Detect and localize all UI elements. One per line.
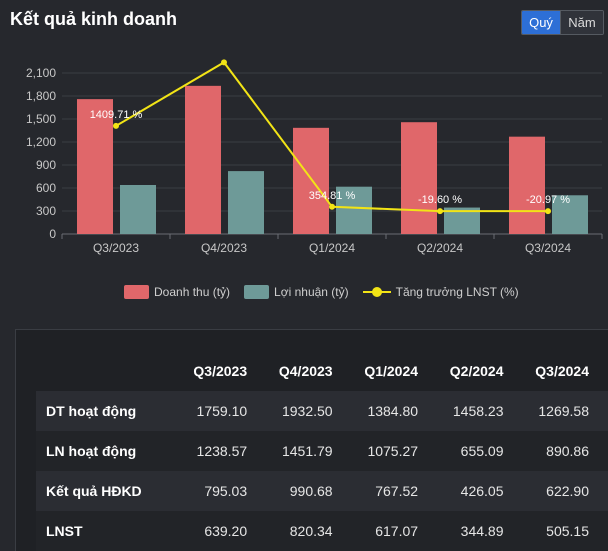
growth-data-label: -19.60 % <box>418 194 462 206</box>
growth-data-label: -20.97 % <box>526 194 570 206</box>
table-header-row: Q3/2023 Q4/2023 Q1/2024 Q2/2024 Q3/2024 <box>36 351 608 391</box>
year-toggle-button[interactable]: Năm <box>560 11 603 34</box>
business-results-chart: 0 300 600 900 1,200 1,500 1,800 2,100 Q3/2023 Q4/… <box>0 55 608 280</box>
table-cell: 1932.50 <box>267 391 352 431</box>
revenue-swatch <box>124 285 149 299</box>
table-corner <box>36 351 182 391</box>
table-cell: 617.07 <box>353 511 438 551</box>
table-row: LNST 639.20 820.34 617.07 344.89 505.15 <box>36 511 608 551</box>
legend-label-growth: Tăng trưởng LNST (%) <box>396 285 519 299</box>
table-cell: 622.90 <box>524 471 608 511</box>
table-cell: 1759.10 <box>182 391 267 431</box>
table-cell: 426.05 <box>438 471 523 511</box>
period-toggle: Quý Năm <box>521 10 604 35</box>
table-row: LN hoạt động 1238.57 1451.79 1075.27 655… <box>36 431 608 471</box>
table-cell: 1451.79 <box>267 431 352 471</box>
legend-label-profit: Lợi nhuận (tỷ) <box>274 285 349 299</box>
growth-data-label: 2238.55 % <box>198 55 251 57</box>
legend-item-profit[interactable]: Lợi nhuận (tỷ) <box>244 285 349 299</box>
row-label: LN hoạt động <box>36 431 182 471</box>
revenue-bar <box>401 122 437 234</box>
legend-item-revenue[interactable]: Doanh thu (tỷ) <box>124 285 230 299</box>
table-cell: 820.34 <box>267 511 352 551</box>
column-header: Q1/2024 <box>353 351 438 391</box>
table-cell: 767.52 <box>353 471 438 511</box>
table-cell: 1384.80 <box>353 391 438 431</box>
growth-data-label: 1409.71 % <box>90 109 143 121</box>
revenue-bar <box>185 86 221 234</box>
table-cell: 990.68 <box>267 471 352 511</box>
profit-bar <box>120 185 156 234</box>
x-tick-label: Q2/2024 <box>417 241 463 255</box>
quarter-toggle-button[interactable]: Quý <box>522 11 560 34</box>
table-cell: 890.86 <box>524 431 608 471</box>
growth-point <box>221 59 227 65</box>
growth-swatch <box>363 285 391 299</box>
table-cell: 505.15 <box>524 511 608 551</box>
table-row: Kết quả HĐKD 795.03 990.68 767.52 426.05… <box>36 471 608 511</box>
table-cell: 344.89 <box>438 511 523 551</box>
y-tick-label: 0 <box>49 227 56 241</box>
table-cell: 795.03 <box>182 471 267 511</box>
column-header: Q4/2023 <box>267 351 352 391</box>
y-tick-label: 1,500 <box>26 112 56 126</box>
x-tick-label: Q3/2023 <box>93 241 139 255</box>
growth-point <box>437 208 443 214</box>
y-tick-label: 1,200 <box>26 135 56 149</box>
table-cell: 1269.58 <box>524 391 608 431</box>
y-tick-label: 900 <box>36 158 56 172</box>
y-tick-label: 1,800 <box>26 89 56 103</box>
legend-item-growth[interactable]: Tăng trưởng LNST (%) <box>363 285 519 299</box>
revenue-bar <box>293 128 329 234</box>
growth-point <box>113 123 119 129</box>
legend-label-revenue: Doanh thu (tỷ) <box>154 285 230 299</box>
table-row: DT hoạt động 1759.10 1932.50 1384.80 145… <box>36 391 608 431</box>
profit-bar <box>228 171 264 234</box>
results-table-card: Q3/2023 Q4/2023 Q1/2024 Q2/2024 Q3/2024 … <box>15 329 608 551</box>
column-header: Q3/2024 <box>524 351 608 391</box>
column-header: Q2/2024 <box>438 351 523 391</box>
table-cell: 655.09 <box>438 431 523 471</box>
growth-point <box>329 204 335 210</box>
growth-point <box>545 208 551 214</box>
y-tick-label: 2,100 <box>26 66 56 80</box>
x-tick-label: Q4/2023 <box>201 241 247 255</box>
chart-legend: Doanh thu (tỷ) Lợi nhuận (tỷ) Tăng trưởn… <box>124 285 533 299</box>
table-cell: 1458.23 <box>438 391 523 431</box>
table-cell: 1238.57 <box>182 431 267 471</box>
row-label: Kết quả HĐKD <box>36 471 182 511</box>
table-cell: 1075.27 <box>353 431 438 471</box>
x-tick-label: Q1/2024 <box>309 241 355 255</box>
y-tick-label: 600 <box>36 181 56 195</box>
page-title: Kết quả kinh doanh <box>10 9 177 30</box>
y-tick-label: 300 <box>36 204 56 218</box>
row-label: DT hoạt động <box>36 391 182 431</box>
revenue-bar <box>509 137 545 234</box>
results-table: Q3/2023 Q4/2023 Q1/2024 Q2/2024 Q3/2024 … <box>36 351 608 551</box>
row-label: LNST <box>36 511 182 551</box>
column-header: Q3/2023 <box>182 351 267 391</box>
growth-data-label: 354.81 % <box>309 190 356 202</box>
table-cell: 639.20 <box>182 511 267 551</box>
x-tick-label: Q3/2024 <box>525 241 571 255</box>
profit-swatch <box>244 285 269 299</box>
